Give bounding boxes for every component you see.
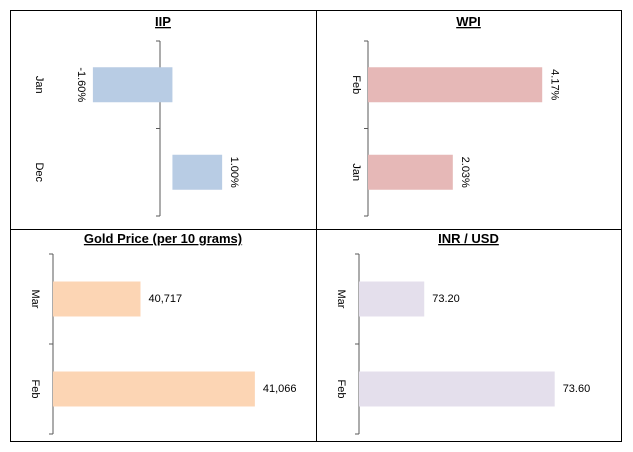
chart-title: INR / USD (438, 231, 499, 246)
data-label: 73.20 (432, 293, 460, 305)
category-label: Feb (350, 75, 362, 94)
chart-title: IIP (155, 14, 171, 29)
category-label: Feb (29, 380, 41, 399)
data-label: 41,066 (263, 383, 297, 395)
category-label: Mar (29, 290, 41, 309)
data-label: 4.17% (548, 69, 560, 100)
data-label: 73.60 (563, 383, 591, 395)
bar (172, 154, 223, 190)
inr-usd-chart: INR / USD Mar 73.20 Feb 73.60 (335, 231, 591, 435)
category-label: Dec (33, 162, 45, 182)
grid-vertical-divider (316, 11, 317, 441)
chart-grid (10, 10, 622, 442)
chart-title: Gold Price (per 10 grams) (84, 231, 242, 246)
bar (53, 281, 141, 317)
chart-title: WPI (456, 14, 481, 29)
data-label: 2.03% (459, 157, 471, 188)
data-label: 1.00% (228, 157, 240, 188)
iip-chart: IIP Jan -1.60% Dec 1.00% (33, 14, 240, 217)
data-label: 40,717 (148, 293, 182, 305)
bar (368, 154, 453, 190)
category-label: Mar (335, 290, 347, 309)
bar (53, 371, 255, 407)
category-label: Jan (350, 163, 362, 181)
category-label: Feb (335, 380, 347, 399)
wpi-chart: WPI Feb 4.17% Jan 2.03% (350, 14, 560, 217)
bar (359, 281, 425, 317)
category-label: Jan (33, 76, 45, 94)
bar (92, 67, 173, 103)
data-label: -1.60% (75, 67, 87, 102)
bar (359, 371, 555, 407)
bar (368, 67, 543, 103)
grid-horizontal-divider (11, 229, 621, 230)
gold-price-chart: Gold Price (per 10 grams) Mar 40,717 Feb 41,… (29, 231, 297, 435)
